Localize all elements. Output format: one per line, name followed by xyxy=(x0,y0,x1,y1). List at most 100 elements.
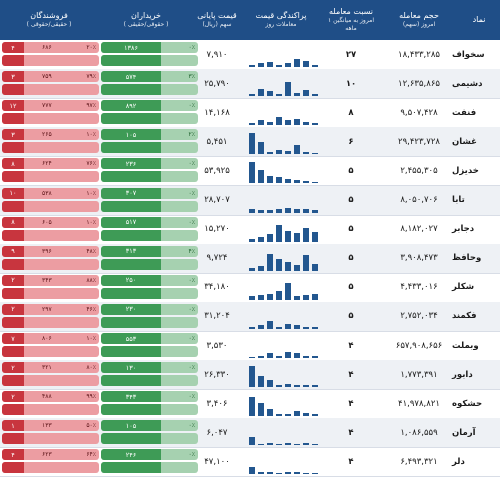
table-row[interactable]: خدیزل ۲,۴۵۵,۳۰۵ ۵ ۵۳,۹۲۵ ۲۳۶ ۰٪ ۸ ۶۲۴ ۷۶٪ xyxy=(0,156,500,187)
sparkline-bar xyxy=(249,208,255,213)
volume-cell: ۱۸,۴۳۳,۲۸۵ xyxy=(398,49,440,60)
header-ratio-label: نسبت معامله xyxy=(329,7,373,16)
sellers-percent: ۸۰٪ xyxy=(86,364,96,372)
symbol-cell: فکمند xyxy=(452,311,477,322)
buyers-legal-percent: ۰٪ xyxy=(188,335,195,342)
ratio-cell: ۵ xyxy=(348,282,354,293)
buyers-volume-bar: ۱۰۵ ۲٪ xyxy=(101,129,198,141)
table-row[interactable]: غشان ۲۹,۴۲۳,۷۲۸ ۶ ۵,۴۵۱ ۱۰۵ ۲٪ ۳ ۲۶۵ ۱۰٪ xyxy=(0,127,500,158)
sellers-real-count: ۲۹۷ xyxy=(42,305,52,313)
sparkline-bar xyxy=(276,93,282,97)
buyers-volume-bar: ۲۳۶ ۰٪ xyxy=(101,158,198,170)
sparkline-bar xyxy=(303,151,309,155)
sparkline-bar xyxy=(258,88,264,97)
sparkline-bar xyxy=(294,353,300,358)
sellers-legal-segment xyxy=(2,258,24,270)
sellers-legal-segment xyxy=(2,287,24,299)
header-ratio: نسبت معامله امروز به میانگین ۱ ماهه xyxy=(322,0,380,40)
buyers-count-bar xyxy=(101,229,198,241)
table-row[interactable]: دجابر ۸,۱۸۲,۰۲۷ ۵ ۱۵,۲۷۰ ۵۱۷ ۰٪ ۸ ۶۰۵ ۱۰٪ xyxy=(0,215,500,245)
table-row[interactable]: سخواف ۱۸,۴۳۳,۲۸۵ ۲۷ ۷,۹۱۰ ۱۳۸۶ ۰٪ ۴ ۶۸۶ ۲۰٪ xyxy=(0,40,500,70)
table-row[interactable]: تابا ۸,۰۵۰,۷۰۶ ۵ ۲۸,۷۰۷ ۳۰۷ ۰٪ ۱۰ ۵۳۸ ۱۰٪ xyxy=(0,185,500,216)
header-dispersion-sub: معاملات روز xyxy=(265,21,297,28)
sellers-legal-segment: ۹ xyxy=(2,245,24,257)
sparkline-bar xyxy=(258,236,264,242)
sellers-legal-segment: ۱۰ xyxy=(2,187,24,199)
table-row[interactable]: آرمان ۱,۰۸۶,۵۵۹ ۴ ۶,۰۴۷ ۱۰۵ ۰٪ ۱ ۱۳۳ ۵۰٪ xyxy=(0,418,500,449)
sparkline-bar xyxy=(249,93,255,97)
close-price-cell: ۳۱,۲۰۴ xyxy=(204,311,230,322)
dispersion-sparkline xyxy=(244,217,318,242)
sparkline-bar xyxy=(285,413,291,417)
sellers-real-count: ۱۳۳ xyxy=(42,422,52,430)
sparkline-bar xyxy=(258,295,264,300)
buyers-legal-percent: ۰٪ xyxy=(188,364,195,372)
sellers-count-bar xyxy=(2,142,99,154)
close-price-cell: ۱۵,۲۷۰ xyxy=(204,224,230,235)
sparkline-bar xyxy=(249,132,255,155)
table-row[interactable]: دشیمی ۱۲,۶۳۵,۸۶۵ ۱۰ ۲۵,۷۹۰ ۵۷۴ ۳٪ ۳ ۷۵۹ ۷۹٪ xyxy=(0,69,500,100)
sparkline-bar xyxy=(294,472,300,475)
table-row[interactable]: وحافظ ۳,۹۰۸,۴۷۳ ۵ ۹,۷۲۴ ۳۱۳ ۴٪ ۹ ۳۹۶ ۴۸٪ xyxy=(0,243,500,274)
dispersion-sparkline xyxy=(244,188,318,213)
sellers-volume-bar: ۲ ۴۸۸ ۹۹٪ xyxy=(2,391,99,403)
volume-cell: ۳,۹۰۸,۴۷۳ xyxy=(400,253,438,264)
sellers-bars: ۷ ۸۰۶ ۱۰٪ xyxy=(2,333,99,358)
table-row[interactable]: حشکوه ۴۱,۹۷۸,۸۲۱ ۴ ۳,۴۰۶ ۳۴۳ ۰٪ ۲ ۴۸۸ ۹۹٪ xyxy=(0,389,500,420)
table-row[interactable]: دابور ۱,۷۷۳,۳۹۱ ۴ ۲۶,۳۳۰ ۱۳۰ ۰٪ ۲ ۳۲۱ ۸۰٪ xyxy=(0,360,500,391)
sellers-legal-segment xyxy=(2,55,24,66)
buyers-legal-percent: ۰٪ xyxy=(188,422,195,430)
sparkline-bar xyxy=(312,153,318,155)
sparkline-bar xyxy=(303,355,309,358)
table-row[interactable]: شکلر ۴,۴۳۳,۰۱۶ ۵ ۳۴,۱۸۰ ۲۵۰ ۰٪ ۲ ۳۴۳ ۸۸٪ xyxy=(0,273,500,303)
sellers-volume-bar: ۴ ۶۲۳ ۶۴٪ xyxy=(2,449,99,461)
buyers-volume-bar: ۳۴۳ ۰٪ xyxy=(101,391,198,403)
buyers-real-segment: ۳۴۳ xyxy=(101,391,161,403)
ratio-cell: ۶ xyxy=(348,136,354,147)
sellers-volume-bar: ۱ ۱۳۳ ۵۰٪ xyxy=(2,420,99,432)
sellers-percent: ۹۷٪ xyxy=(86,102,96,110)
buyers-real-segment xyxy=(101,200,161,212)
header-ratio-sub: امروز به میانگین ۱ ماهه xyxy=(327,17,375,32)
sellers-percent: ۶۴٪ xyxy=(86,451,96,459)
sparkline-bar xyxy=(294,119,300,126)
buyers-bars: ۲۳۶ ۰٪ xyxy=(101,158,198,183)
header-symbol: نماد xyxy=(458,0,500,40)
symbol-cell: وحافظ xyxy=(452,253,482,264)
buyers-real-segment xyxy=(101,142,161,154)
buyers-legal-percent: ۰٪ xyxy=(188,102,195,110)
dispersion-sparkline xyxy=(244,42,318,67)
sparkline-bar xyxy=(312,413,318,417)
header-close: قیمت پایانی سهم (ریال) xyxy=(194,0,240,40)
ratio-cell: ۱۰ xyxy=(345,78,357,89)
table-row[interactable]: فنفت ۹,۵۰۷,۴۲۸ ۸ ۱۴,۱۶۸ ۸۹۲ ۰٪ ۱۲ ۷۷۷ ۹۷٪ xyxy=(0,98,500,129)
sparkline-bar xyxy=(285,81,291,97)
sparkline-bar xyxy=(258,325,264,329)
table-row[interactable]: فکمند ۲,۷۵۲,۰۳۴ ۵ ۳۱,۲۰۴ ۲۳۰ ۰٪ ۲ ۲۹۷ ۴۶٪ xyxy=(0,301,500,332)
sparkline-bar xyxy=(249,436,255,446)
sparkline-bar xyxy=(258,403,264,417)
table-row[interactable]: دلر ۶,۴۹۳,۳۲۱ ۴ ۴۷,۱۰۰ ۲۴۶ ۰٪ ۴ ۶۲۳ ۶۴٪ xyxy=(0,447,500,477)
ratio-cell: ۴ xyxy=(348,427,354,438)
buyers-count-bar xyxy=(101,316,198,328)
volume-cell: ۶,۴۹۳,۳۲۱ xyxy=(400,456,438,467)
buyers-volume-bar: ۵۵۳ ۰٪ xyxy=(101,333,198,344)
buyers-count-bar xyxy=(101,287,198,299)
header-volume: حجم معامله امروز (سهم) xyxy=(380,0,458,40)
buyers-bars: ۵۱۷ ۰٪ xyxy=(101,216,198,242)
sellers-legal-segment xyxy=(2,433,24,445)
sparkline-bar xyxy=(312,444,318,446)
sparkline-bar xyxy=(267,151,273,155)
sellers-legal-segment xyxy=(2,142,24,154)
sparkline-bar xyxy=(276,258,282,271)
sparkline-bar xyxy=(276,355,282,358)
sellers-bars: ۱۲ ۷۷۷ ۹۷٪ xyxy=(2,100,99,125)
ratio-cell: ۵ xyxy=(348,253,354,264)
table-row[interactable]: وبملت ۶۵۷,۹۰۸,۶۵۶ ۴ ۳,۵۳۰ ۵۵۳ ۰٪ ۷ ۸۰۶ ۱۰٪ xyxy=(0,331,500,361)
buyers-bars: ۳۰۷ ۰٪ xyxy=(101,187,198,213)
dispersion-sparkline xyxy=(244,304,318,329)
sparkline-bar xyxy=(258,210,264,213)
sellers-volume-bar: ۲ ۲۹۷ ۴۶٪ xyxy=(2,303,99,315)
symbol-cell: خدیزل xyxy=(452,165,479,176)
buyers-real-segment xyxy=(101,462,161,474)
